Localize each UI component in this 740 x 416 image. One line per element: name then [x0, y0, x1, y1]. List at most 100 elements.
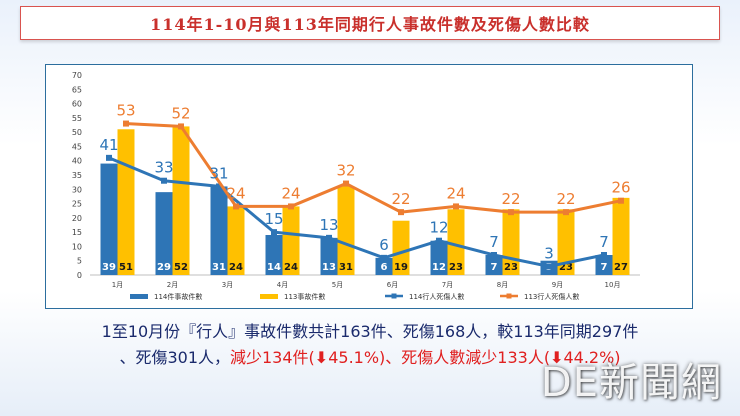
line-point-marker [436, 237, 442, 244]
line-value-label: 24 [446, 184, 465, 202]
y-tick-label: 5 [77, 257, 82, 266]
bar-114 [430, 240, 448, 275]
bar-114 [265, 235, 283, 275]
down-arrow-icon-2: ⬇ [550, 348, 564, 367]
x-tick-label: 6月 [387, 281, 398, 289]
bar-114 [320, 237, 338, 275]
line-point-marker [123, 120, 129, 127]
line-point-marker [381, 254, 387, 261]
bar-113 [282, 206, 300, 275]
y-tick-label: 50 [72, 128, 82, 137]
line-value-label: 26 [611, 179, 630, 197]
line-point-marker [491, 252, 497, 258]
summary-text-2c: 45.1%)、死傷人數減少133人( [328, 348, 551, 367]
summary-text-2d: 44.2%) [563, 348, 621, 367]
legend-marker [391, 293, 397, 299]
bar-value-label: 7 [601, 262, 608, 273]
y-tick-label: 15 [72, 228, 82, 237]
line-point-marker [161, 177, 167, 184]
summary-line-2: 、死傷301人，減少134件(⬇45.1%)、死傷人數減少133人(⬇44.2%… [0, 344, 740, 368]
bar-value-label: 12 [432, 262, 446, 273]
line-point-marker [271, 229, 277, 236]
legend-label: 114行人死傷人數 [409, 292, 464, 301]
line-value-label: 33 [154, 159, 173, 177]
x-tick-label: 10月 [605, 281, 621, 289]
legend-marker [506, 293, 512, 299]
bar-value-label: 29 [157, 262, 171, 273]
series-line-114 [108, 156, 605, 268]
summary-line-1: 1至10月份『行人』事故件數共計163件、死傷168人，較113年同期297件 [0, 318, 740, 342]
line-point-marker [216, 183, 222, 190]
bar-value-label: 13 [322, 262, 336, 273]
series-line-113 [125, 122, 622, 214]
bar-value-label: 7 [491, 262, 498, 273]
line-point-marker [233, 203, 239, 210]
bar-114 [100, 163, 118, 275]
line-value-label: 53 [116, 102, 135, 120]
y-tick-label: 25 [72, 200, 82, 209]
bar-114 [595, 255, 613, 275]
bar-value-label: 52 [174, 262, 188, 273]
y-tick-label: 20 [72, 214, 82, 223]
line-point-marker [343, 180, 349, 187]
bar-113 [172, 126, 190, 275]
bar-value-label: 24 [284, 262, 298, 273]
line-point-marker [618, 197, 624, 204]
line-point-marker [546, 263, 552, 270]
bar-value-label: 23 [449, 262, 463, 273]
x-tick-label: 7月 [442, 281, 453, 289]
y-tick-label: 0 [77, 271, 82, 280]
bar-113 [447, 209, 465, 275]
y-tick-label: 10 [72, 242, 82, 251]
x-tick-label: 5月 [332, 281, 343, 289]
line-value-label: 22 [556, 190, 575, 208]
legend-label: 113行人死傷人數 [524, 292, 579, 301]
bar-value-label: 19 [394, 262, 408, 273]
x-tick-label: 1月 [112, 281, 123, 289]
line-value-label: 31 [209, 164, 228, 182]
bar-114 [210, 186, 228, 275]
bar-value-label: 23 [559, 262, 573, 273]
bar-value-label: 31 [339, 262, 353, 273]
bar-value-label: 51 [119, 262, 133, 273]
line-point-marker [563, 209, 569, 216]
x-tick-label: 9月 [552, 281, 563, 289]
legend-label: 113事故件數 [284, 292, 325, 301]
line-value-label: 24 [281, 184, 300, 202]
x-tick-label: 4月 [277, 281, 288, 289]
bar-113 [392, 220, 410, 275]
x-tick-label: 3月 [222, 281, 233, 289]
bar-value-label: 6 [381, 262, 388, 273]
line-point-marker [178, 123, 184, 130]
y-tick-label: 55 [72, 114, 82, 123]
line-point-marker [453, 203, 459, 210]
chart-title: 114年1-10月與113年同期行人事故件數及死傷人數比較 [150, 15, 590, 34]
line-value-label: 24 [226, 184, 245, 202]
bar-value-label: 39 [102, 262, 116, 273]
line-value-label: 13 [319, 216, 338, 234]
y-tick-label: 35 [72, 171, 82, 180]
y-tick-label: 70 [72, 71, 82, 80]
watermark: DE新聞網 [540, 360, 722, 406]
line-value-label: 22 [501, 190, 520, 208]
chart-frame [45, 64, 693, 309]
line-value-label: 22 [391, 190, 410, 208]
legend-swatch [130, 294, 148, 299]
bar-value-label: 14 [267, 262, 281, 273]
bar-114 [155, 192, 173, 275]
bar-value-label: 24 [229, 262, 243, 273]
line-value-label: 52 [171, 104, 190, 122]
line-value-label: 3 [544, 244, 554, 262]
x-tick-label: 2月 [167, 281, 178, 289]
line-point-marker [508, 209, 514, 216]
bar-114 [485, 255, 503, 275]
bar-113 [557, 209, 575, 275]
legend-label: 114件事故件數 [154, 292, 202, 301]
y-tick-label: 45 [72, 142, 82, 151]
line-value-label: 7 [599, 233, 609, 251]
line-value-label: 7 [489, 233, 499, 251]
bar-113 [227, 206, 245, 275]
line-point-marker [398, 209, 404, 216]
y-tick-label: 65 [72, 85, 82, 94]
bar-113 [337, 186, 355, 275]
